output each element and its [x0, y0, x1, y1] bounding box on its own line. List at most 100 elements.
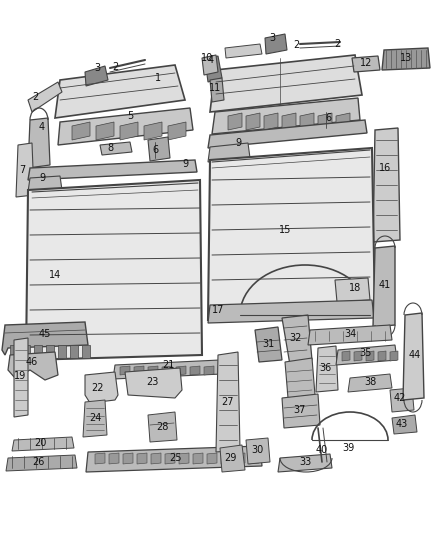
Polygon shape: [34, 345, 42, 358]
Polygon shape: [168, 122, 186, 140]
Polygon shape: [208, 148, 375, 320]
Text: 32: 32: [289, 333, 301, 343]
Polygon shape: [342, 351, 350, 361]
Polygon shape: [208, 120, 367, 148]
Polygon shape: [228, 113, 242, 130]
Text: 4: 4: [208, 55, 214, 65]
Polygon shape: [208, 143, 250, 162]
Polygon shape: [255, 327, 282, 362]
Polygon shape: [212, 98, 360, 134]
Text: 5: 5: [127, 111, 133, 121]
Polygon shape: [318, 107, 342, 131]
Text: 2: 2: [293, 40, 299, 50]
Text: 26: 26: [32, 457, 44, 467]
Text: 42: 42: [394, 393, 406, 403]
Polygon shape: [113, 360, 222, 379]
Text: 15: 15: [279, 225, 291, 235]
Text: 25: 25: [169, 453, 181, 463]
Polygon shape: [378, 351, 386, 361]
Polygon shape: [137, 453, 147, 464]
Text: 45: 45: [39, 329, 51, 339]
Text: 41: 41: [379, 280, 391, 290]
Text: 10: 10: [201, 53, 213, 63]
Polygon shape: [10, 345, 18, 358]
Polygon shape: [12, 437, 74, 451]
Polygon shape: [28, 160, 197, 180]
Text: 21: 21: [162, 360, 174, 370]
Polygon shape: [96, 122, 114, 140]
Polygon shape: [348, 374, 392, 392]
Polygon shape: [8, 352, 58, 380]
Polygon shape: [202, 55, 218, 75]
Polygon shape: [100, 142, 132, 155]
Text: 23: 23: [146, 377, 158, 387]
Polygon shape: [22, 345, 30, 358]
Text: 2: 2: [334, 39, 340, 49]
Polygon shape: [335, 278, 370, 302]
Polygon shape: [165, 453, 175, 464]
Polygon shape: [282, 394, 320, 428]
Polygon shape: [382, 48, 430, 70]
Text: 43: 43: [396, 419, 408, 429]
Polygon shape: [316, 346, 338, 392]
Text: 20: 20: [34, 438, 46, 448]
Text: 19: 19: [14, 371, 26, 381]
Text: 4: 4: [39, 122, 45, 132]
Text: 28: 28: [156, 422, 168, 432]
Polygon shape: [72, 122, 90, 140]
Polygon shape: [26, 180, 202, 360]
Polygon shape: [354, 351, 362, 361]
Text: 9: 9: [182, 159, 188, 169]
Text: 24: 24: [89, 413, 101, 423]
Polygon shape: [95, 453, 105, 464]
Text: 14: 14: [49, 270, 61, 280]
Polygon shape: [82, 345, 90, 358]
Polygon shape: [28, 118, 50, 168]
Text: 9: 9: [39, 173, 45, 183]
Text: 13: 13: [400, 53, 412, 63]
Text: 18: 18: [349, 283, 361, 293]
Polygon shape: [220, 445, 245, 472]
Polygon shape: [58, 345, 66, 358]
Text: 35: 35: [359, 348, 371, 358]
Polygon shape: [246, 113, 260, 130]
Text: 3: 3: [269, 33, 275, 43]
Polygon shape: [179, 453, 189, 464]
Polygon shape: [336, 345, 397, 365]
Polygon shape: [120, 366, 130, 375]
Polygon shape: [308, 325, 392, 345]
Polygon shape: [336, 113, 350, 130]
Polygon shape: [125, 368, 182, 398]
Text: 37: 37: [293, 405, 305, 415]
Polygon shape: [151, 453, 161, 464]
Polygon shape: [218, 366, 228, 375]
Polygon shape: [190, 366, 200, 375]
Polygon shape: [264, 113, 278, 130]
Polygon shape: [318, 113, 332, 130]
Text: 29: 29: [224, 453, 236, 463]
Text: 12: 12: [360, 58, 372, 68]
Polygon shape: [83, 400, 107, 437]
Text: 6: 6: [152, 145, 158, 155]
Polygon shape: [148, 366, 158, 375]
Text: 39: 39: [342, 443, 354, 453]
Polygon shape: [120, 122, 138, 140]
Text: 8: 8: [107, 143, 113, 153]
Polygon shape: [109, 453, 119, 464]
Text: 2: 2: [32, 92, 38, 102]
Polygon shape: [204, 366, 214, 375]
Text: 34: 34: [344, 329, 356, 339]
Polygon shape: [373, 246, 395, 327]
Polygon shape: [28, 176, 62, 192]
Polygon shape: [176, 366, 186, 375]
Polygon shape: [46, 345, 54, 358]
Text: 40: 40: [316, 445, 328, 455]
Polygon shape: [70, 345, 78, 358]
Text: 36: 36: [319, 363, 331, 373]
Polygon shape: [2, 322, 88, 355]
Polygon shape: [352, 56, 380, 72]
Polygon shape: [207, 453, 217, 464]
Polygon shape: [285, 358, 315, 398]
Text: 9: 9: [235, 138, 241, 148]
Text: 27: 27: [222, 397, 234, 407]
